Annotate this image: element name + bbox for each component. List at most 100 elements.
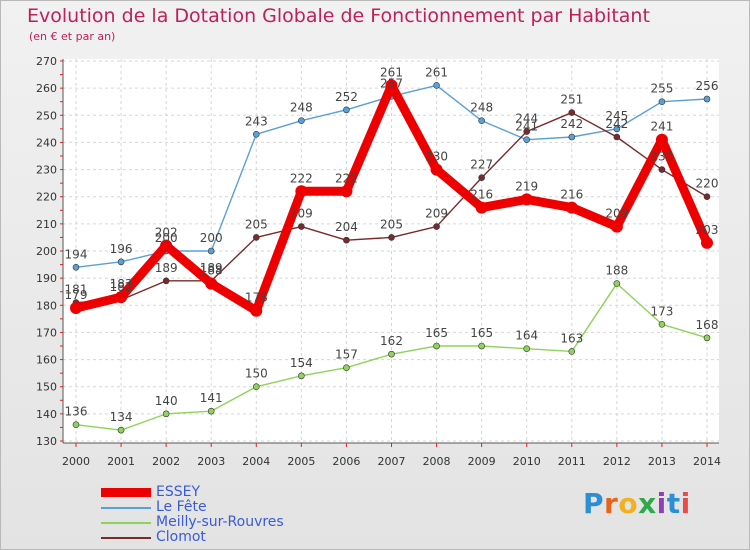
x-tick-label: 2003: [197, 455, 225, 468]
data-point: [655, 133, 668, 146]
data-point: [568, 109, 576, 116]
data-label: 209: [425, 207, 448, 221]
x-tick-label: 2012: [603, 455, 631, 468]
data-point: [252, 130, 260, 138]
data-point: [478, 117, 485, 125]
data-label: 241: [650, 120, 673, 134]
data-point: [568, 348, 576, 355]
series-lines: [70, 79, 713, 434]
data-point: [252, 234, 260, 241]
data-label: 183: [110, 277, 133, 291]
y-tick-label: 130: [36, 435, 57, 448]
data-label: 178: [245, 291, 268, 305]
legend-swatch: [101, 522, 151, 524]
data-label: 248: [470, 101, 493, 115]
y-tick-label: 180: [36, 299, 57, 312]
data-label: 242: [605, 117, 628, 131]
data-point: [295, 185, 308, 198]
data-label: 164: [515, 329, 538, 343]
y-tick-label: 220: [36, 191, 57, 204]
data-label: 230: [650, 150, 673, 164]
x-tick-label: 2011: [558, 455, 586, 468]
x-tick-label: 2008: [423, 455, 451, 468]
x-tick-label: 2013: [648, 455, 676, 468]
data-point: [343, 236, 350, 244]
data-point: [70, 302, 82, 314]
data-label: 188: [605, 264, 628, 278]
x-tick-label: 2000: [62, 455, 90, 468]
data-point: [298, 372, 305, 380]
data-point: [250, 304, 263, 317]
data-label: 196: [110, 242, 133, 256]
data-label: 181: [65, 283, 88, 297]
data-label: 245: [605, 109, 628, 123]
data-label: 202: [155, 226, 178, 240]
legend-label: ESSEY: [156, 484, 201, 500]
data-label: 189: [155, 261, 178, 275]
data-label: 257: [380, 76, 403, 90]
x-tick-label: 2007: [378, 455, 406, 468]
chart-title: Evolution de la Dotation Globale de Fonc…: [27, 5, 650, 27]
data-point: [72, 263, 80, 271]
data-label: 165: [470, 326, 493, 340]
data-point: [115, 291, 128, 304]
y-tick-label: 270: [36, 55, 57, 68]
data-label: 242: [560, 117, 583, 131]
data-label: 241: [515, 120, 538, 134]
y-tick-label: 170: [36, 326, 57, 339]
data-label: 230: [425, 150, 448, 164]
data-label: 173: [650, 304, 673, 318]
data-point: [207, 407, 215, 415]
data-label: 179: [65, 288, 88, 302]
data-point: [703, 95, 711, 103]
legend-swatch: [101, 507, 151, 509]
data-point: [298, 117, 305, 125]
y-tick-label: 150: [36, 381, 57, 394]
data-label: 182: [110, 280, 133, 294]
data-point: [658, 320, 666, 328]
y-tick-label: 250: [36, 109, 57, 122]
data-label: 205: [380, 217, 403, 231]
data-point: [343, 106, 350, 114]
data-label: 157: [335, 348, 358, 362]
data-label: 222: [335, 171, 358, 185]
data-point: [478, 342, 485, 350]
data-label: 200: [200, 231, 223, 245]
data-point: [430, 163, 443, 176]
data-point: [207, 247, 215, 255]
data-label: 251: [560, 93, 583, 107]
data-point: [162, 410, 170, 418]
data-point: [701, 236, 713, 249]
data-label: 244: [515, 112, 538, 126]
data-label: 203: [696, 223, 719, 237]
x-tick-label: 2004: [242, 455, 270, 468]
data-point: [388, 350, 395, 358]
data-label: 256: [696, 79, 719, 93]
data-label: 216: [560, 188, 583, 202]
data-label: 189: [200, 261, 223, 275]
data-label: 243: [245, 114, 268, 128]
x-tick-label: 2014: [693, 455, 721, 468]
data-point: [523, 128, 531, 135]
legend-swatch: [101, 488, 151, 497]
y-tick-label: 190: [36, 272, 57, 285]
data-point: [388, 234, 395, 241]
legend-swatch: [101, 537, 151, 539]
data-point: [340, 185, 353, 198]
data-point: [478, 174, 485, 182]
data-point: [610, 220, 623, 233]
data-point: [162, 277, 170, 285]
data-label: 209: [605, 207, 628, 221]
data-point: [658, 98, 666, 106]
data-label: 219: [515, 179, 538, 193]
data-label: 248: [290, 101, 313, 115]
data-point: [433, 223, 440, 230]
data-label: 227: [470, 158, 493, 172]
data-label: 163: [560, 331, 583, 345]
x-tick-label: 2009: [468, 455, 496, 468]
chart-subtitle: (en € et par an): [29, 30, 116, 43]
data-label: 209: [290, 207, 313, 221]
